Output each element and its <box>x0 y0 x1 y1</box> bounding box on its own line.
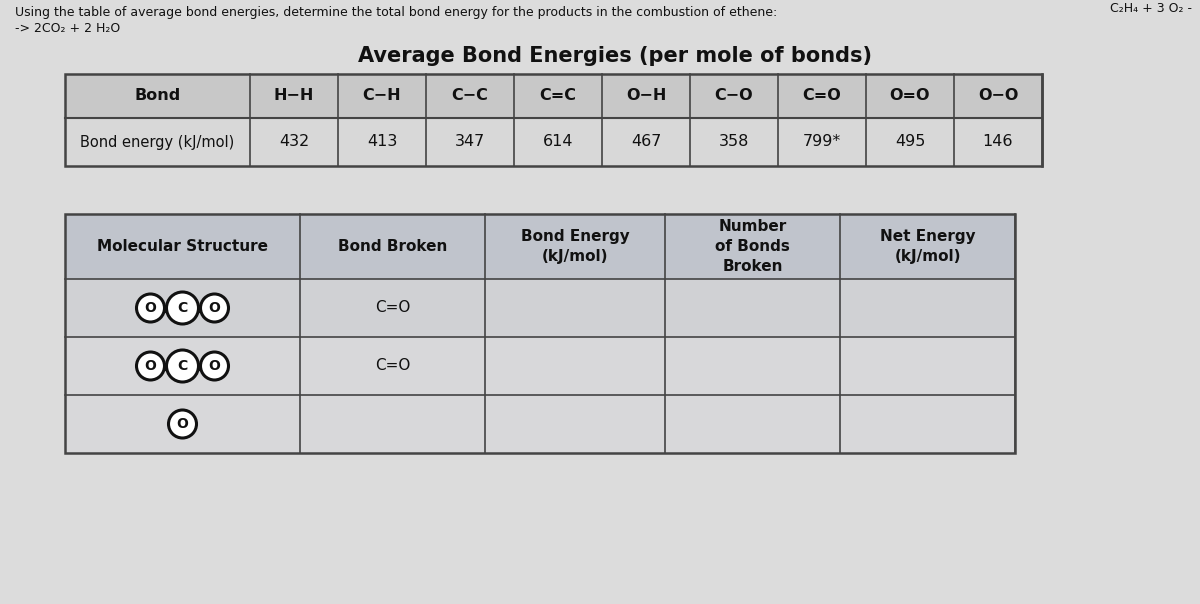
Bar <box>954 118 1042 166</box>
Bar <box>426 118 514 166</box>
Bar <box>954 74 1042 118</box>
Text: C=O: C=O <box>374 359 410 373</box>
Bar <box>840 395 1015 453</box>
Text: Average Bond Energies (per mole of bonds): Average Bond Energies (per mole of bonds… <box>358 46 872 66</box>
Circle shape <box>200 294 228 322</box>
Text: O−H: O−H <box>626 89 666 103</box>
Text: 614: 614 <box>542 135 574 150</box>
Text: Using the table of average bond energies, determine the total bond energy for th: Using the table of average bond energies… <box>14 6 778 19</box>
Bar <box>250 118 338 166</box>
Text: O: O <box>144 301 156 315</box>
Bar <box>778 118 866 166</box>
Bar <box>514 74 602 118</box>
Text: 799*: 799* <box>803 135 841 150</box>
Text: O−O: O−O <box>978 89 1018 103</box>
Circle shape <box>167 292 198 324</box>
Bar <box>485 214 665 279</box>
Text: Bond Broken: Bond Broken <box>338 239 448 254</box>
Text: Bond: Bond <box>134 89 181 103</box>
Text: Bond Energy
(kJ/mol): Bond Energy (kJ/mol) <box>521 229 629 264</box>
Text: C=O: C=O <box>803 89 841 103</box>
Text: C−O: C−O <box>715 89 754 103</box>
Text: 495: 495 <box>895 135 925 150</box>
Bar <box>690 118 778 166</box>
Text: Net Energy
(kJ/mol): Net Energy (kJ/mol) <box>880 229 976 264</box>
Text: Bond energy (kJ/mol): Bond energy (kJ/mol) <box>80 135 235 150</box>
Bar <box>840 337 1015 395</box>
Bar <box>485 395 665 453</box>
Text: C: C <box>178 301 187 315</box>
Bar <box>602 118 690 166</box>
Bar <box>338 118 426 166</box>
Bar <box>485 279 665 337</box>
Bar <box>426 74 514 118</box>
Text: 467: 467 <box>631 135 661 150</box>
Bar <box>300 214 485 279</box>
Text: C=C: C=C <box>540 89 576 103</box>
Bar <box>65 74 250 118</box>
Circle shape <box>137 352 164 380</box>
Bar <box>665 214 840 279</box>
Bar <box>300 279 485 337</box>
Bar <box>338 74 426 118</box>
Text: 432: 432 <box>278 135 310 150</box>
Circle shape <box>168 410 197 438</box>
Circle shape <box>137 294 164 322</box>
Bar <box>866 118 954 166</box>
Bar <box>690 74 778 118</box>
Bar <box>65 279 300 337</box>
Bar <box>778 74 866 118</box>
Bar <box>65 337 300 395</box>
Bar <box>65 74 1042 166</box>
Bar <box>485 337 665 395</box>
Bar <box>65 214 1015 453</box>
Bar <box>840 214 1015 279</box>
Text: C−H: C−H <box>362 89 401 103</box>
Text: O: O <box>209 359 221 373</box>
Text: C−C: C−C <box>451 89 488 103</box>
Bar <box>665 337 840 395</box>
Circle shape <box>200 352 228 380</box>
Text: 358: 358 <box>719 135 749 150</box>
Bar <box>300 395 485 453</box>
Bar <box>65 118 250 166</box>
Text: 413: 413 <box>367 135 397 150</box>
Text: Number
of Bonds
Broken: Number of Bonds Broken <box>715 219 790 274</box>
Bar <box>866 74 954 118</box>
Text: 146: 146 <box>983 135 1013 150</box>
Text: O=O: O=O <box>889 89 930 103</box>
Text: H−H: H−H <box>274 89 314 103</box>
Text: 347: 347 <box>455 135 485 150</box>
Bar <box>300 337 485 395</box>
Circle shape <box>167 350 198 382</box>
Bar <box>65 214 300 279</box>
Bar <box>602 74 690 118</box>
Bar <box>840 279 1015 337</box>
Bar <box>665 395 840 453</box>
Text: C₂H₄ + 3 O₂ -: C₂H₄ + 3 O₂ - <box>1110 2 1192 15</box>
Bar <box>250 74 338 118</box>
Bar <box>65 395 300 453</box>
Text: O: O <box>144 359 156 373</box>
Text: O: O <box>209 301 221 315</box>
Text: Molecular Structure: Molecular Structure <box>97 239 268 254</box>
Text: O: O <box>176 417 188 431</box>
Bar <box>514 118 602 166</box>
Bar <box>665 279 840 337</box>
Text: -> 2CO₂ + 2 H₂O: -> 2CO₂ + 2 H₂O <box>14 22 120 35</box>
Text: C: C <box>178 359 187 373</box>
Text: C=O: C=O <box>374 301 410 315</box>
